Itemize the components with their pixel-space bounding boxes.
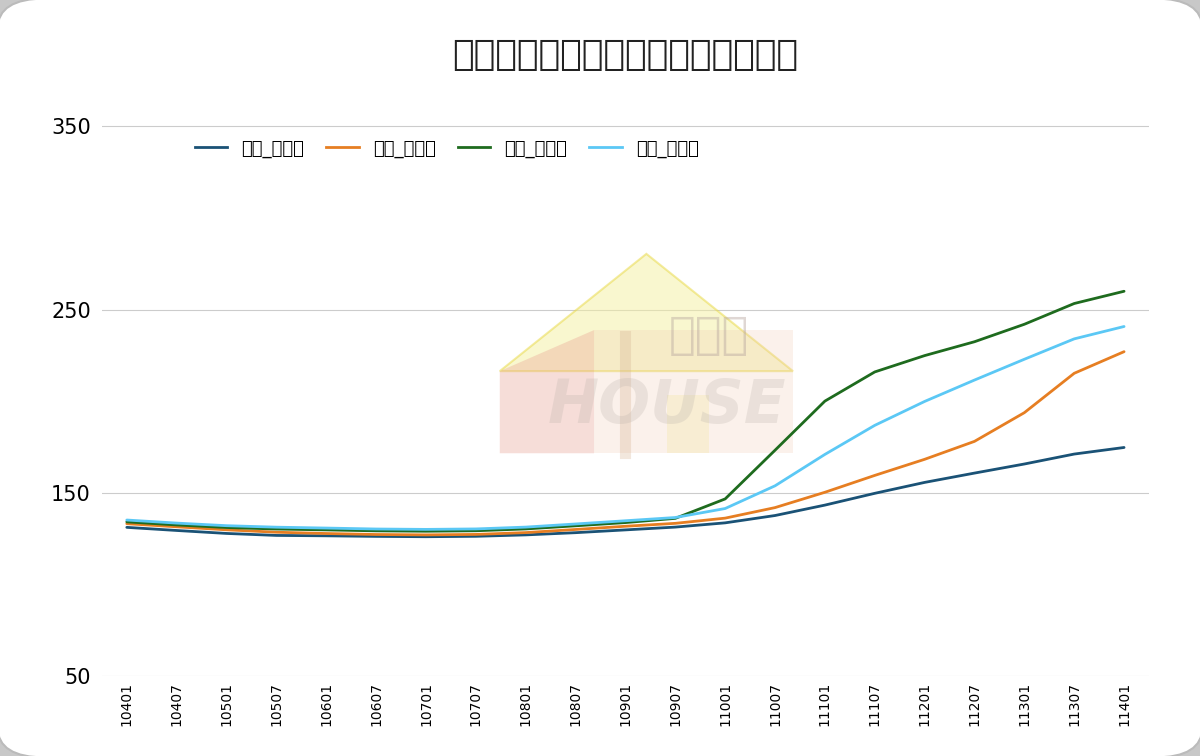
Text: HOUSE: HOUSE <box>548 376 786 435</box>
Polygon shape <box>499 254 793 371</box>
FancyBboxPatch shape <box>667 395 709 454</box>
Legend: 桃園_桃園區, 桃園_中壢區, 高雄_楠梓區, 高雄_三民區: 桃園_桃園區, 桃園_中壢區, 高雄_楠梓區, 高雄_三民區 <box>194 140 698 158</box>
Polygon shape <box>499 330 594 454</box>
Polygon shape <box>594 330 793 454</box>
Title: 桃園市及高雄市主要行政區房價趨勢: 桃園市及高雄市主要行政區房價趨勢 <box>452 38 798 72</box>
Text: 好時價: 好時價 <box>670 314 749 358</box>
